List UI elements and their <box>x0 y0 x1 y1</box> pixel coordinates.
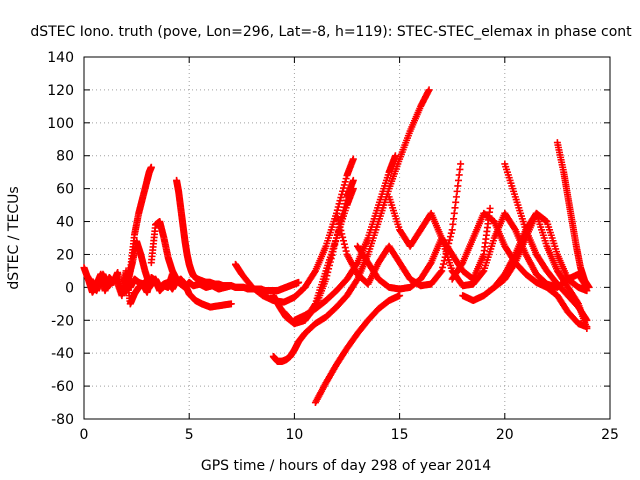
y-tick-label: -80 <box>51 412 74 428</box>
y-tick-label: 80 <box>56 149 74 165</box>
series-17 <box>448 209 591 331</box>
data-point <box>227 300 235 308</box>
y-tick-label: 20 <box>56 247 74 263</box>
data-point <box>457 160 465 168</box>
data-point <box>391 152 399 160</box>
data-point <box>333 213 341 221</box>
x-tick-label: 20 <box>496 427 514 443</box>
data-point <box>342 247 350 255</box>
x-tick-label: 25 <box>601 427 619 443</box>
data-point <box>336 197 344 205</box>
data-point <box>583 316 591 324</box>
data-point <box>338 230 346 238</box>
data-point <box>341 178 349 186</box>
series-6 <box>173 176 303 295</box>
data-point <box>334 203 342 211</box>
data-point <box>339 237 347 245</box>
data-point <box>438 267 446 275</box>
plot-frame <box>83 56 611 420</box>
data-point <box>446 236 454 244</box>
data-point <box>145 280 153 288</box>
data-point <box>333 206 341 214</box>
data-point <box>425 86 433 94</box>
data-point <box>342 175 350 183</box>
y-tick-label: -60 <box>51 379 74 395</box>
y-tick-label: -40 <box>51 346 74 362</box>
data-point <box>336 223 344 231</box>
series-20 <box>553 139 593 291</box>
x-axis-label: GPS time / hours of day 298 of year 2014 <box>201 458 491 474</box>
data-point <box>337 226 345 234</box>
chart-title: dSTEC Iono. truth (pove, Lon=296, Lat=-8… <box>30 24 632 40</box>
data-point <box>349 185 357 193</box>
axis-ticks: 0 5 10 15 20 25 -80 -60 -40 -20 0 20 40 60 80 100 120 140 <box>47 50 619 443</box>
data-point <box>439 260 447 268</box>
data-point <box>349 176 357 184</box>
data-point <box>340 240 348 248</box>
data-point <box>339 187 347 195</box>
data-marks <box>80 86 593 407</box>
data-point <box>585 283 593 291</box>
series-8 <box>269 86 433 365</box>
y-tick-label: 140 <box>47 50 74 66</box>
series-2 <box>86 267 235 311</box>
data-point <box>337 194 345 202</box>
data-point <box>486 204 494 212</box>
data-point <box>349 155 357 163</box>
data-point <box>437 268 445 276</box>
x-tick-label: 5 <box>185 427 194 443</box>
data-point <box>147 163 155 171</box>
data-point <box>446 233 454 241</box>
data-point <box>335 220 343 228</box>
data-point <box>339 184 347 192</box>
data-point <box>447 229 455 237</box>
data-point <box>338 190 346 198</box>
x-tick-label: 15 <box>391 427 409 443</box>
y-tick-label: 100 <box>47 116 74 132</box>
data-point <box>439 263 447 271</box>
data-point <box>339 233 347 241</box>
series-4 <box>124 237 153 288</box>
data-point <box>340 181 348 189</box>
x-tick-label: 10 <box>285 427 303 443</box>
data-point <box>332 209 340 217</box>
data-point <box>335 200 343 208</box>
series-18 <box>490 209 591 295</box>
series-13 <box>332 160 465 290</box>
series-5 <box>147 218 181 283</box>
series-11 <box>311 292 404 407</box>
series-19 <box>501 160 591 324</box>
y-tick-label: -20 <box>51 313 74 329</box>
data-point <box>396 292 404 300</box>
data-point <box>334 216 342 224</box>
y-tick-label: 0 <box>65 280 74 296</box>
data-point <box>341 244 349 252</box>
grid <box>84 57 610 419</box>
y-tick-label: 40 <box>56 215 74 231</box>
y-axis-label: dSTEC / TECUs <box>6 186 22 289</box>
data-point <box>479 268 487 276</box>
data-point <box>295 278 303 286</box>
y-tick-label: 120 <box>47 83 74 99</box>
x-tick-label: 0 <box>80 427 89 443</box>
data-point <box>583 323 591 331</box>
y-tick-label: 60 <box>56 182 74 198</box>
data-point <box>173 275 181 283</box>
